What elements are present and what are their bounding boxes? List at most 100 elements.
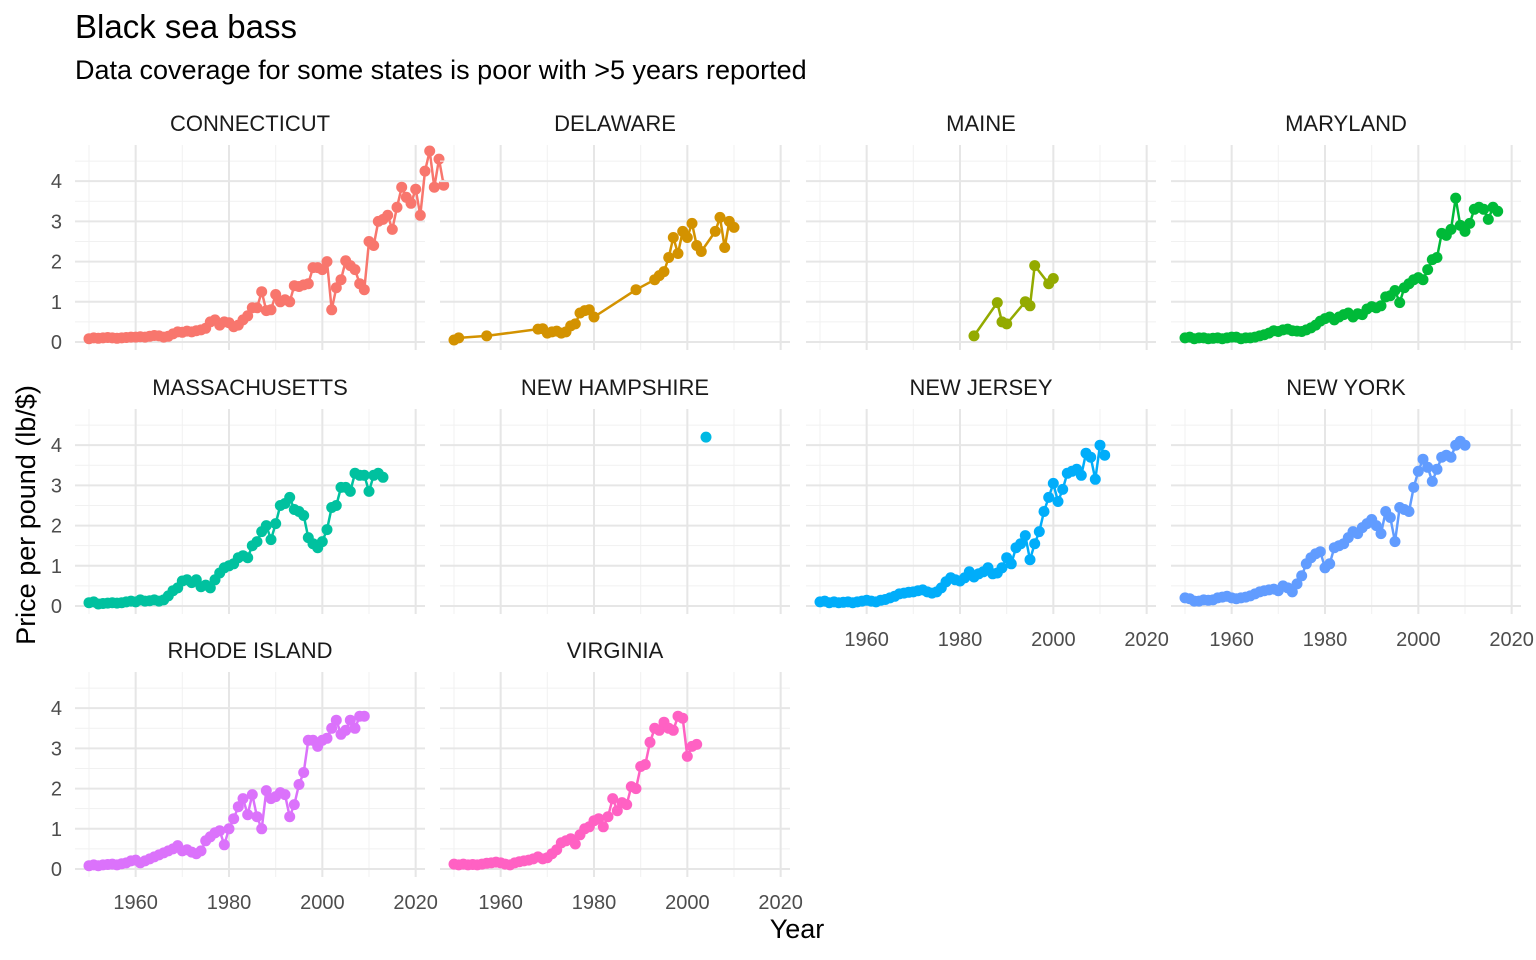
data-point [256,823,268,835]
data-point [321,732,333,744]
data-point [330,500,342,511]
series-line-massachusetts [88,472,384,606]
data-point [218,839,230,851]
data-point [228,813,240,825]
data-point [1324,558,1336,570]
data-point [1099,449,1111,461]
data-point [709,225,721,237]
x-tick-label: 2000 [665,892,710,914]
data-point [1075,469,1087,481]
x-tick-label: 2000 [1031,629,1076,651]
data-point [1094,439,1106,451]
data-point [1459,439,1471,451]
data-point [1464,217,1476,229]
data-point [410,183,422,195]
facet-label-new-jersey: NEW JERSEY [909,375,1052,400]
data-point [667,232,679,243]
data-point [691,738,703,750]
data-point [1450,192,1462,204]
y-axis-title: Price per pound (lb/$) [11,385,41,645]
data-point [195,845,207,857]
data-point [1005,558,1017,570]
data-point [1019,530,1031,542]
data-point [251,302,263,314]
data-point [1375,300,1387,312]
facet-label-new-hampshire: NEW HAMPSHIRE [521,375,709,400]
data-point [260,520,272,532]
y-tick-label: 2 [51,779,62,801]
x-tick-label: 1980 [207,892,252,914]
data-point [386,223,398,235]
y-tick-label: 1 [51,292,62,314]
data-point [1412,465,1424,477]
x-tick-label: 1980 [572,892,617,914]
data-point [1033,526,1045,538]
data-point [639,759,651,770]
y-tick-label: 0 [51,332,62,354]
data-point [1001,318,1013,330]
data-point [1052,496,1064,507]
data-point [242,310,254,322]
data-point [569,318,581,330]
data-point [1384,512,1396,523]
data-point [316,264,328,276]
data-point [330,714,342,726]
data-point [672,248,684,259]
data-point [382,209,394,221]
data-point [621,799,633,811]
data-point [358,284,370,296]
data-point [681,232,693,243]
data-point [265,534,277,546]
data-point [1478,203,1490,215]
data-point [630,284,642,296]
data-point [630,783,642,795]
data-point [242,809,254,821]
data-point [1417,274,1429,286]
x-tick-label: 1960 [1209,629,1254,651]
data-point [1426,475,1438,487]
x-tick-label: 1980 [1303,629,1348,651]
y-tick-label: 4 [51,698,62,720]
data-point [335,274,347,286]
x-axis-title: Year [770,914,825,944]
data-point [284,811,296,823]
data-point [681,750,693,762]
data-point [377,471,389,483]
y-tick-label: 3 [51,475,62,497]
data-point [344,714,356,726]
data-point [593,813,605,825]
chart-title: Black sea bass [75,8,297,45]
data-point [1047,273,1059,284]
data-point [700,431,712,443]
data-point [1422,264,1434,276]
panel-rhode-island: RHODE ISLAND 0 1 2 3 4 1960 1980 2000 2020 [51,638,438,914]
y-tick-label: 2 [51,252,62,274]
data-point [326,304,338,316]
data-point [270,518,282,530]
data-point [677,712,689,724]
data-point [438,179,450,191]
data-point [349,264,361,276]
data-point [481,330,493,342]
data-point [1482,213,1494,225]
data-point [1459,225,1471,237]
data-point [298,510,310,521]
panel-new-york: NEW YORK 1960 1980 2000 2020 [1171,375,1534,651]
data-point [1445,451,1457,463]
data-point [667,724,679,736]
data-point [658,266,670,278]
data-point [344,485,356,497]
x-tick-label: 1960 [844,629,889,651]
data-point [569,838,581,850]
facet-label-maine: MAINE [946,111,1016,136]
data-point [1029,538,1041,550]
data-point [256,286,268,298]
data-point [326,722,338,734]
y-tick-label: 3 [51,738,62,760]
data-point [321,256,333,268]
data-point [1445,223,1457,235]
data-point [644,736,656,748]
data-point [1389,285,1401,296]
data-point [607,793,619,805]
